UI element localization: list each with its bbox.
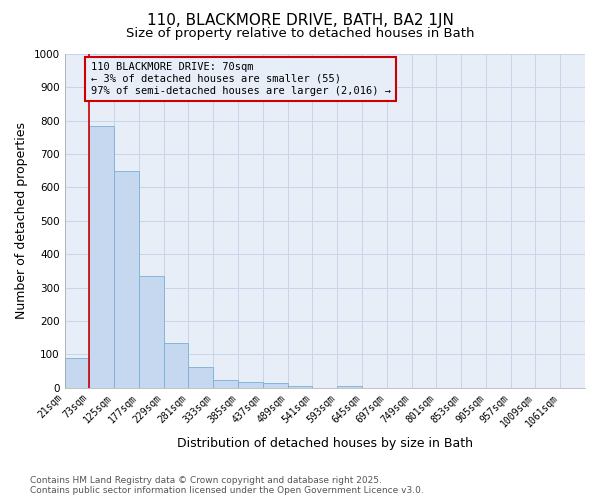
Bar: [213, 380, 238, 388]
Y-axis label: Number of detached properties: Number of detached properties: [15, 122, 28, 320]
Bar: [139, 276, 164, 388]
Bar: [287, 386, 313, 388]
Text: Size of property relative to detached houses in Bath: Size of property relative to detached ho…: [126, 28, 474, 40]
Bar: [263, 383, 287, 388]
Bar: [337, 386, 362, 388]
Bar: [89, 126, 114, 388]
Bar: [238, 382, 263, 388]
Bar: [65, 358, 89, 388]
Text: Contains HM Land Registry data © Crown copyright and database right 2025.
Contai: Contains HM Land Registry data © Crown c…: [30, 476, 424, 495]
Text: 110, BLACKMORE DRIVE, BATH, BA2 1JN: 110, BLACKMORE DRIVE, BATH, BA2 1JN: [146, 12, 454, 28]
Bar: [188, 367, 213, 388]
Text: 110 BLACKMORE DRIVE: 70sqm
← 3% of detached houses are smaller (55)
97% of semi-: 110 BLACKMORE DRIVE: 70sqm ← 3% of detac…: [91, 62, 391, 96]
Bar: [164, 342, 188, 388]
X-axis label: Distribution of detached houses by size in Bath: Distribution of detached houses by size …: [177, 437, 473, 450]
Bar: [114, 172, 139, 388]
